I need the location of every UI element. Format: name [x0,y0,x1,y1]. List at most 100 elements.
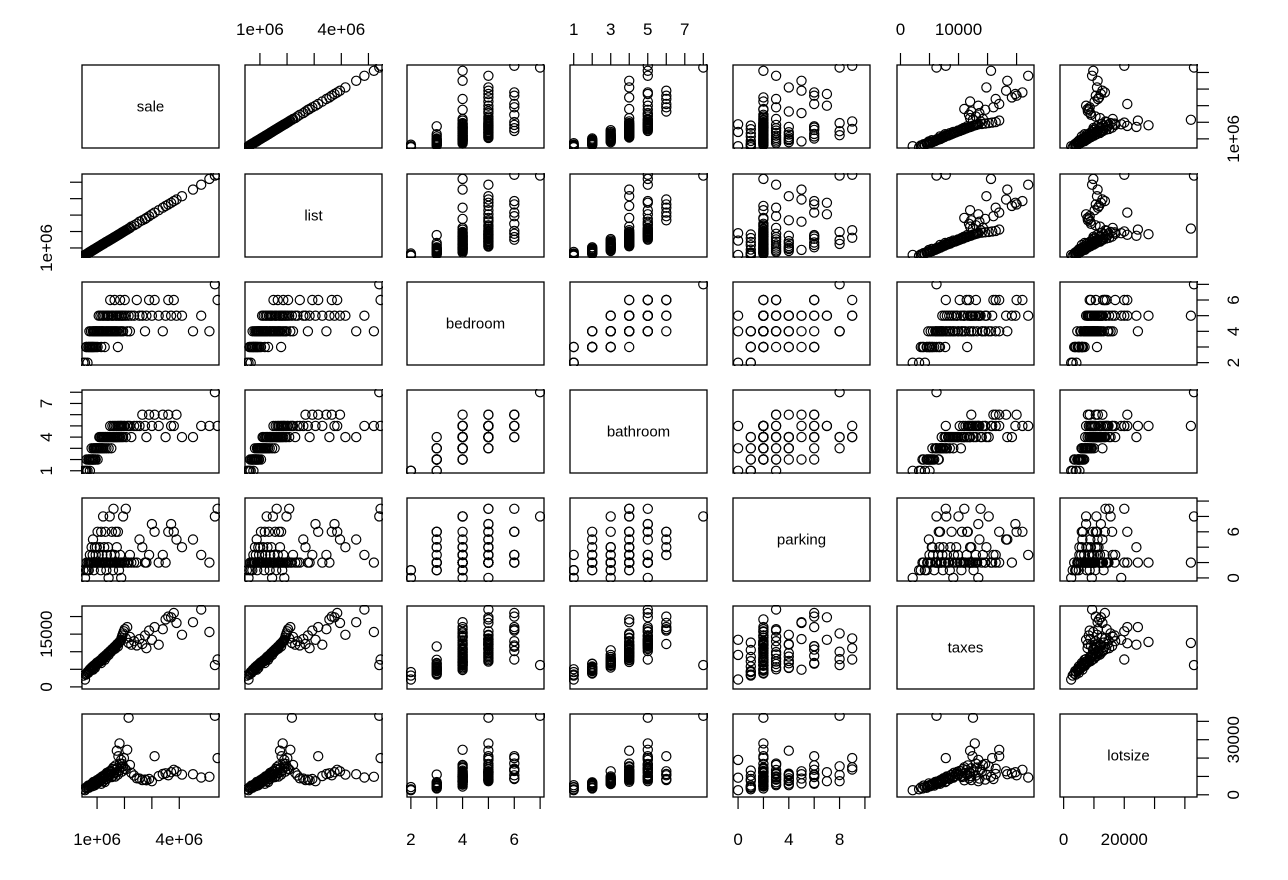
data-point [1185,637,1197,649]
data-point [770,431,782,443]
data-point [1100,116,1111,127]
data-point [509,420,520,432]
data-point [569,780,579,791]
data-point [457,93,468,105]
data-point [292,310,303,321]
data-point [809,454,820,465]
data-point [821,767,833,778]
data-point [146,518,158,530]
data-point [1022,70,1034,82]
data-point [924,465,935,474]
panel-frame [244,605,383,690]
data-point [964,420,976,432]
data-point [317,420,328,432]
data-point [847,310,858,321]
data-point [431,776,442,788]
data-point [157,202,168,213]
data-point [406,248,417,258]
data-point [534,713,545,721]
data-points [569,173,708,258]
data-point [770,222,782,234]
data-point [770,341,782,353]
data-point [834,129,845,141]
data-point [131,640,142,651]
data-point [1101,557,1112,568]
data-point [332,526,343,538]
svg-text:6: 6 [1224,527,1243,536]
data-point [962,526,973,538]
data-point [745,123,757,135]
data-point [642,744,654,756]
data-point [661,638,672,650]
data-point [1185,114,1197,126]
data-point [431,465,442,474]
data-point [661,310,672,321]
data-point [1086,70,1098,82]
data-point [128,557,140,568]
data-point [642,572,653,582]
data-point [334,766,346,777]
panel-frame [81,605,220,690]
data-point [483,190,494,202]
data-point [926,454,938,465]
data-point [483,503,494,514]
data-point [123,557,134,568]
panel-frame [732,713,871,798]
data-point [1131,431,1142,443]
data-point [165,518,177,530]
data-point [1091,542,1103,553]
data-point [509,431,520,443]
data-point [1100,503,1111,514]
data-point [143,294,155,306]
panel-frame [244,497,383,582]
data-point [987,752,998,764]
data-point [796,769,807,780]
data-point [483,572,494,582]
data-point [847,116,858,127]
data-point [783,121,795,133]
data-point [317,639,328,650]
data-point [176,629,188,641]
data-point [745,135,757,147]
data-points [81,173,220,258]
data-points [244,389,383,474]
data-point [745,454,757,465]
data-point [745,232,757,244]
data-point [847,294,858,306]
data-point [275,341,287,353]
data-point [605,772,616,783]
data-point [981,190,992,202]
data-point [204,326,215,337]
data-point [745,443,757,454]
svg-text:7: 7 [680,20,689,39]
data-point [1090,220,1101,231]
data-point [457,774,468,785]
data-point [359,420,370,432]
data-point [834,659,845,671]
data-point [282,294,294,306]
data-point [661,766,672,777]
data-point [847,633,858,644]
variable-label: parking [777,532,826,549]
data-point [1017,526,1028,538]
data-point [745,770,757,781]
data-points [1066,503,1198,582]
data-point [956,526,968,538]
data-point [1090,90,1102,101]
data-point [1109,549,1121,561]
data-point [624,190,635,202]
data-point [1143,636,1154,648]
data-point [907,357,918,366]
data-point [134,534,145,545]
data-point [1011,199,1022,210]
data-point [809,326,820,337]
svg-text:4e+06: 4e+06 [155,830,203,849]
data-point [117,761,129,772]
panel-frame [81,389,220,474]
variable-label: sale [137,99,165,116]
data-point [926,341,938,353]
data-point [770,326,782,337]
data-point [310,634,321,646]
data-point [483,431,494,443]
data-point [985,771,997,783]
